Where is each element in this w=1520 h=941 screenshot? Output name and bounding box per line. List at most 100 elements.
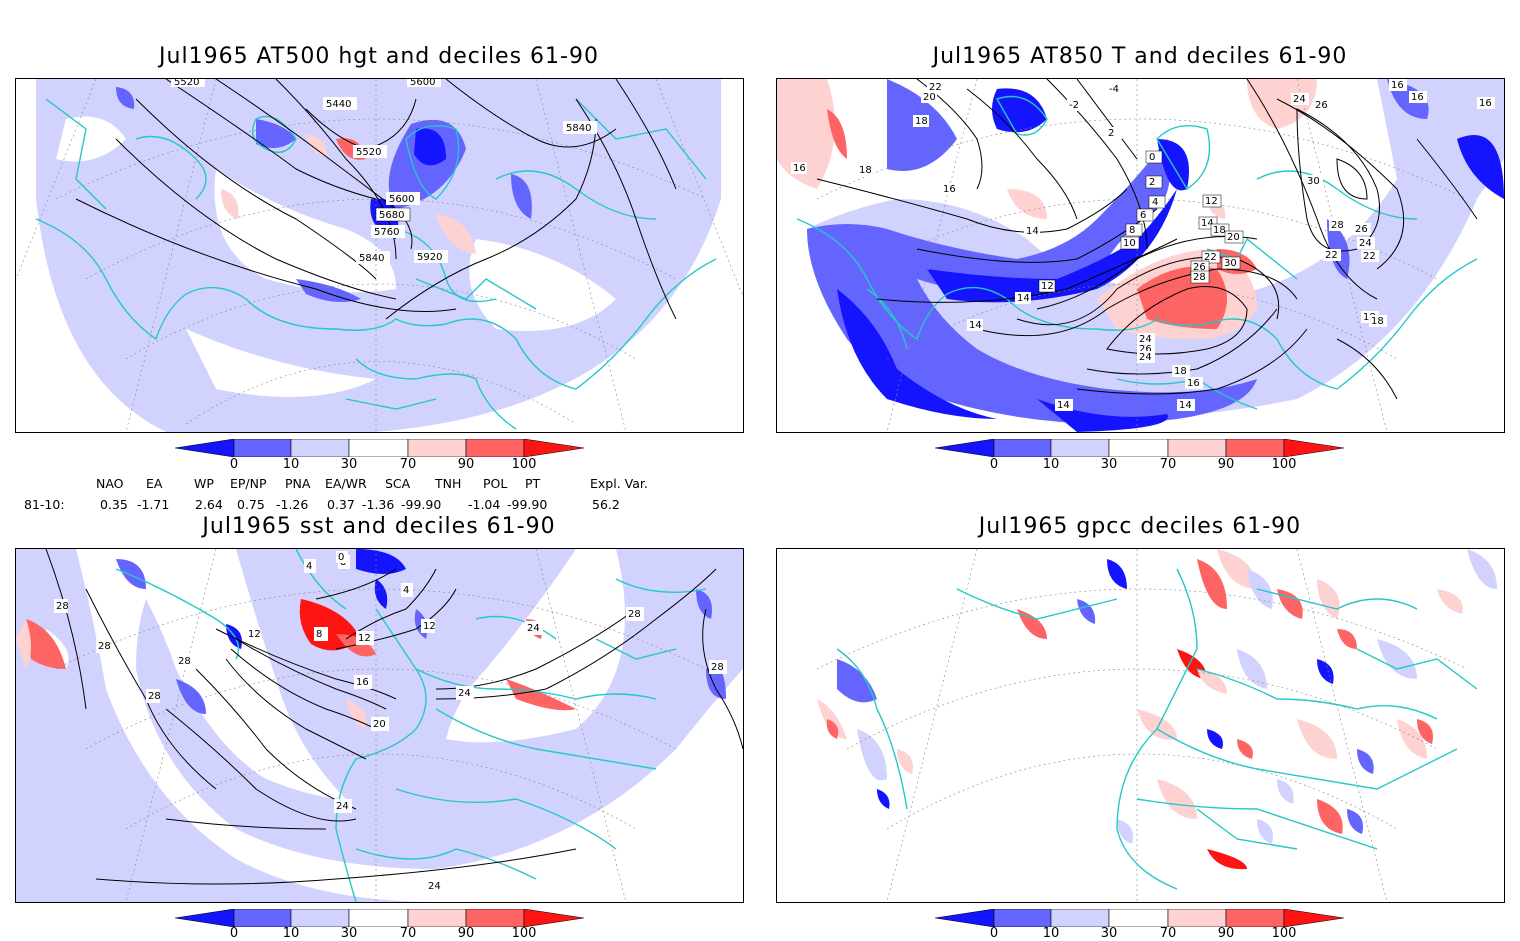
colorbar-ticks-gpcc: 0 10 30 70 90 100: [935, 926, 1345, 941]
contour-label: 16: [1391, 80, 1404, 91]
tick-label: 30: [340, 457, 358, 472]
colorbar-at850: [934, 438, 1345, 458]
contour-label: 28: [56, 601, 69, 612]
contour-label: 24: [1139, 334, 1152, 345]
contour-label: 28: [98, 641, 111, 652]
tick-label: 100: [511, 457, 537, 472]
contour-label: 24: [527, 623, 540, 634]
contour-label: 12: [423, 621, 436, 632]
contour-label: 12: [1041, 281, 1054, 292]
contour-label: 20: [1227, 232, 1240, 243]
contour-label: 28: [178, 656, 191, 667]
panel-title-sst: Jul1965 sst and deciles 61-90: [202, 514, 556, 539]
tick-label: 30: [340, 926, 358, 941]
contour-label: 16: [1479, 98, 1492, 109]
contour-label: 30: [1224, 258, 1237, 269]
index-header: POL: [483, 476, 508, 491]
contour-label: 0: [1149, 152, 1155, 163]
tick-label: 0: [229, 457, 239, 472]
contour-label: 28: [628, 609, 641, 620]
row-label: 81-10:: [24, 497, 65, 512]
tick-label: 70: [1159, 926, 1177, 941]
contour-label: 16: [1187, 378, 1200, 389]
contour-label: 5840: [566, 123, 591, 134]
index-value: -1.36: [362, 497, 395, 512]
contour-label: 26: [1139, 344, 1152, 355]
panel-title-at850: Jul1965 AT850 T and deciles 61-90: [932, 44, 1348, 69]
contour-label: 24: [1359, 238, 1372, 249]
tick-label: 0: [229, 926, 239, 941]
map-panel-at850: 22 20 18 16 18 16 14 12 14 14 -2 -4 2 0 …: [776, 78, 1505, 433]
index-value: -1.04: [468, 497, 501, 512]
contour-label: 24: [336, 801, 349, 812]
index-value: 0.75: [237, 497, 265, 512]
colorbar-sst: [174, 908, 585, 928]
index-header: SCA: [385, 476, 411, 491]
contour-label: 18: [859, 165, 872, 176]
tick-label: 10: [1042, 457, 1060, 472]
index-header: TNH: [435, 476, 462, 491]
contour-label: 14: [1017, 293, 1030, 304]
contour-label: 6: [1140, 210, 1146, 221]
panel-title-at500: Jul1965 AT500 hgt and deciles 61-90: [159, 44, 599, 69]
contour-label: 24: [458, 688, 471, 699]
tick-label: 100: [511, 926, 537, 941]
contour-label: 24: [428, 881, 441, 892]
contour-label: 12: [248, 629, 261, 640]
colorbar-gpcc: [934, 908, 1345, 928]
tick-label: 70: [399, 926, 417, 941]
contour-label: 14: [1201, 218, 1214, 229]
index-value: -99.90: [507, 497, 548, 512]
contour-label: -2: [1069, 100, 1079, 111]
index-value: -1.71: [137, 497, 170, 512]
contour-label: 5840: [359, 253, 384, 264]
contour-label: 16: [943, 184, 956, 195]
tick-label: 10: [1042, 926, 1060, 941]
contour-label: 18: [1371, 316, 1384, 327]
contour-label: 22: [1363, 251, 1376, 262]
tick-label: 70: [1159, 457, 1177, 472]
contour-label: 18: [1213, 225, 1226, 236]
contour-label: 5920: [417, 252, 442, 263]
map-panel-at500: 5440 5520 5600 5840 5520 5600 5680 5760 …: [15, 78, 744, 433]
contour-label: 28: [1331, 220, 1344, 231]
contour-label: 14: [1026, 226, 1039, 237]
map-panel-sst: 28 28 28 28 12 8 12 16 20 24 24 28 28 24…: [15, 548, 744, 903]
contour-label: 5520: [174, 79, 199, 88]
contour-label: 12: [358, 633, 371, 644]
contour-label: 16: [356, 677, 369, 688]
contour-label: 30: [1307, 176, 1320, 187]
contour-label: 5440: [326, 99, 351, 110]
contour-label: 4: [403, 585, 409, 596]
index-value: -99.90: [401, 497, 442, 512]
panel-title-gpcc: Jul1965 gpcc deciles 61-90: [978, 514, 1302, 539]
contour-label: 22: [1204, 252, 1217, 263]
contour-label: 5760: [374, 227, 399, 238]
tick-label: 30: [1100, 457, 1118, 472]
contour-label: 8: [316, 629, 322, 640]
contour-label: 5680: [379, 210, 404, 221]
colorbar-ticks-sst: 0 10 30 70 90 100: [175, 926, 585, 941]
contour-label: 5600: [389, 194, 414, 205]
contour-label: 8: [1129, 225, 1135, 236]
index-header: PT: [525, 476, 541, 491]
index-value: -1.26: [276, 497, 309, 512]
contour-label: 2: [1108, 128, 1114, 139]
contour-label: 14: [1057, 400, 1070, 411]
tick-label: 10: [282, 926, 300, 941]
contour-label: 14: [969, 320, 982, 331]
contour-label: 5600: [410, 79, 435, 88]
contour-label: 4: [1152, 197, 1158, 208]
contour-label: 16: [1411, 92, 1424, 103]
contour-label: 26: [1315, 100, 1328, 111]
tick-label: 10: [282, 457, 300, 472]
colorbar-ticks-at850: 0 10 30 70 90 100: [935, 457, 1345, 473]
contour-label: 22: [1325, 250, 1338, 261]
tick-label: 70: [399, 457, 417, 472]
index-value: 0.35: [100, 497, 128, 512]
contour-label: 18: [915, 116, 928, 127]
index-header: EA/WR: [325, 476, 367, 491]
contour-label: 20: [923, 92, 936, 103]
contour-label: 14: [1179, 400, 1192, 411]
index-header: PNA: [285, 476, 311, 491]
